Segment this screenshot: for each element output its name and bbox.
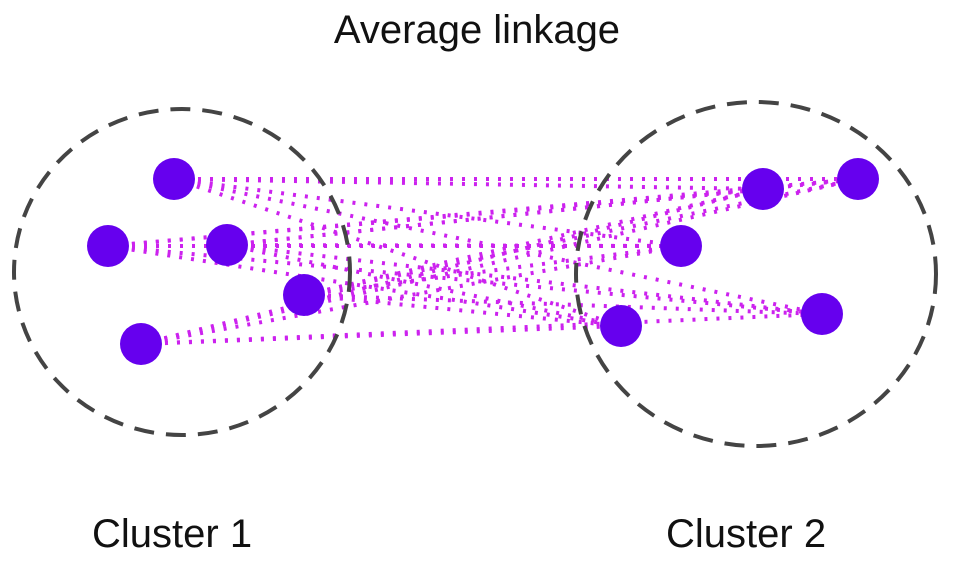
- cluster-2-point-1: [742, 168, 784, 210]
- cluster-1-boundary: [12, 107, 352, 437]
- link-c1p1-c2p3: [173, 177, 682, 248]
- cluster-1-point-1: [153, 158, 195, 200]
- cluster-1-point-2: [87, 225, 129, 267]
- link-c1p5-c2p3: [140, 244, 682, 346]
- cluster-2-label: Cluster 2: [666, 512, 827, 556]
- diagram-title: Average linkage: [333, 8, 621, 52]
- cluster-2-point-2: [837, 158, 879, 200]
- link-c1p2-c2p4: [107, 244, 622, 328]
- link-c1p1-c2p5: [173, 177, 823, 316]
- cluster-1-point-4: [283, 274, 325, 316]
- link-c1p4-c2p4: [303, 293, 622, 328]
- link-c1p1-c2p1: [173, 177, 764, 191]
- data-points: [87, 158, 879, 365]
- cluster-2-point-3: [660, 225, 702, 267]
- link-c1p3-c2p3: [226, 243, 682, 248]
- link-c1p4-c2p5: [303, 293, 823, 316]
- cluster-2-point-5: [801, 293, 843, 335]
- cluster-1-label: Cluster 1: [92, 512, 253, 556]
- cluster-1-point-3: [206, 224, 248, 266]
- cluster-boundaries: [12, 100, 938, 448]
- link-c1p5-c2p5: [140, 312, 823, 346]
- cluster-2-point-4: [600, 305, 642, 347]
- cluster-1-point-5: [120, 323, 162, 365]
- cluster-2-boundary: [574, 100, 938, 448]
- link-c1p5-c2p2: [140, 177, 859, 346]
